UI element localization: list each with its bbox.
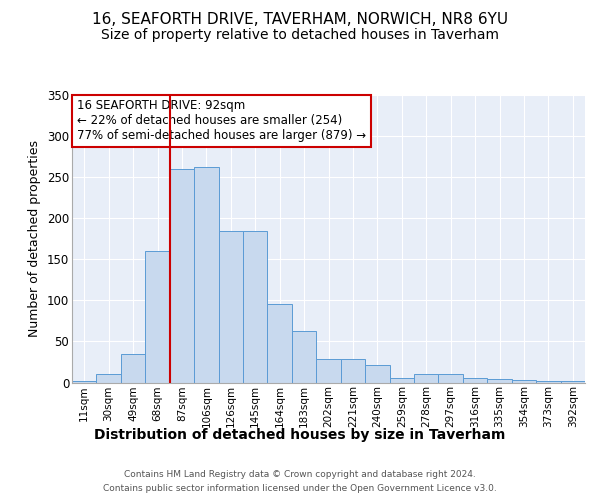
Bar — [218, 230, 243, 382]
Bar — [414, 374, 439, 382]
Bar — [389, 378, 414, 382]
Bar — [439, 374, 463, 382]
Bar — [512, 380, 536, 382]
Bar — [316, 358, 341, 382]
Bar — [170, 169, 194, 382]
Bar — [365, 365, 389, 382]
Bar — [72, 381, 97, 382]
Bar — [97, 374, 121, 382]
Bar — [487, 379, 512, 382]
Bar — [536, 381, 560, 382]
Bar — [341, 358, 365, 382]
Text: 16 SEAFORTH DRIVE: 92sqm
← 22% of detached houses are smaller (254)
77% of semi-: 16 SEAFORTH DRIVE: 92sqm ← 22% of detach… — [77, 100, 366, 142]
Text: Distribution of detached houses by size in Taverham: Distribution of detached houses by size … — [94, 428, 506, 442]
Bar — [268, 304, 292, 382]
Y-axis label: Number of detached properties: Number of detached properties — [28, 140, 41, 337]
Text: Contains public sector information licensed under the Open Government Licence v3: Contains public sector information licen… — [103, 484, 497, 493]
Bar — [292, 331, 316, 382]
Bar — [560, 381, 585, 382]
Bar — [243, 230, 268, 382]
Bar — [121, 354, 145, 382]
Text: Contains HM Land Registry data © Crown copyright and database right 2024.: Contains HM Land Registry data © Crown c… — [124, 470, 476, 479]
Bar — [145, 251, 170, 382]
Bar — [194, 168, 218, 382]
Bar — [463, 378, 487, 382]
Text: 16, SEAFORTH DRIVE, TAVERHAM, NORWICH, NR8 6YU: 16, SEAFORTH DRIVE, TAVERHAM, NORWICH, N… — [92, 12, 508, 28]
Text: Size of property relative to detached houses in Taverham: Size of property relative to detached ho… — [101, 28, 499, 42]
